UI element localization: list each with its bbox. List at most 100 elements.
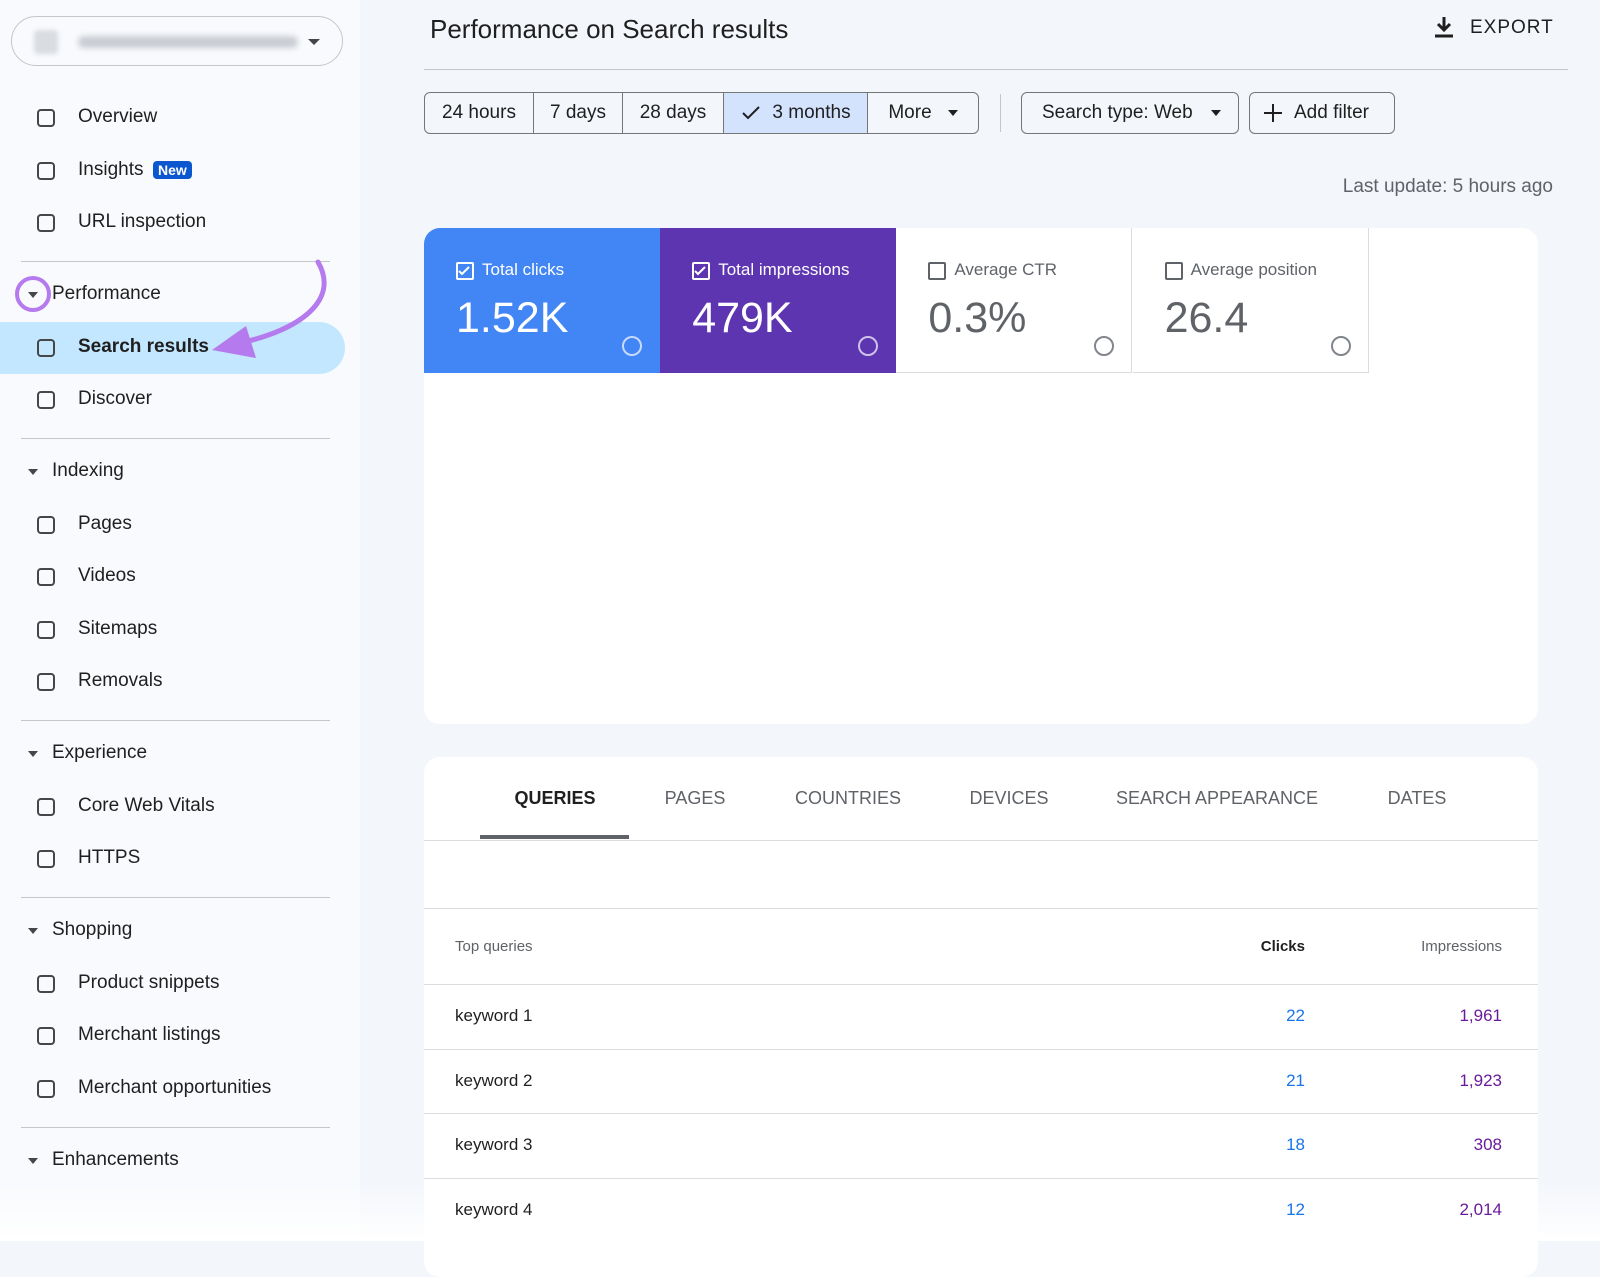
nav-item[interactable]: Product snippets [78,971,220,993]
nav-icon [37,109,55,127]
range-label: 3 months [772,102,851,123]
nav-item[interactable]: Videos [78,565,136,586]
clicks-cell: 18 [1286,1135,1305,1154]
divider [21,720,330,721]
icon-shape [37,338,55,357]
nav-icon [37,673,55,691]
query-cell[interactable]: keyword 2 [455,1070,533,1090]
range-label: 28 days [639,102,707,123]
property-icon [34,30,58,54]
nav-item[interactable]: Sitemaps [78,617,158,639]
nav-icon [37,515,55,534]
query-cell[interactable]: keyword 1 [455,1006,533,1025]
divider [21,1126,330,1128]
nav-icon [37,568,55,586]
divider [21,897,330,898]
table-card [424,757,1538,1277]
range-label: More [888,102,932,123]
section-title[interactable]: Experience [52,742,148,763]
icon-shape [37,974,55,993]
section-caret [28,928,38,934]
tab[interactable]: DEVICES [969,788,1049,808]
new-badge: New [153,160,192,179]
tab[interactable]: PAGES [664,788,726,808]
page: {"header":{"title":"Performance on Searc… [0,14,1600,1277]
query-cell[interactable]: keyword 4 [455,1199,533,1219]
search-type-button[interactable]: Search type: Web [1021,92,1239,134]
range-label: 7 days [550,102,606,123]
nav-icon [37,391,55,409]
range-button[interactable]: 24 hours [424,92,534,134]
range-button[interactable]: More [867,92,979,134]
section-caret [28,292,38,298]
range-button[interactable]: 7 days [533,92,623,134]
nav-item[interactable]: Search results [78,335,209,357]
clicks-cell: 21 [1286,1070,1305,1090]
impressions-cell: 308 [1473,1135,1502,1154]
export-button[interactable]: EXPORT [1470,17,1554,38]
icon-shape [37,568,55,586]
dropdown-caret [308,39,320,45]
metric-card[interactable]: Average CTR 0.3% [896,228,1133,373]
tab[interactable]: COUNTRIES [794,788,902,808]
column-header[interactable]: Impressions [1421,938,1502,955]
row-rule [424,984,1538,985]
clicks-cell: 12 [1286,1199,1305,1219]
metric-label: Average position [1190,260,1317,279]
metric-card[interactable]: Total clicks 1.52K [424,228,660,373]
section-title[interactable]: Enhancements [52,1148,179,1170]
tab[interactable]: DATES [1387,788,1447,808]
checkbox [692,262,711,280]
nav-item[interactable]: Merchant listings [78,1024,221,1045]
icon-shape [37,620,55,639]
section-title[interactable]: Shopping [52,919,133,940]
nav-icon [37,338,55,357]
nav-item[interactable]: Core Web Vitals [78,794,215,816]
column-header[interactable]: Clicks [1260,938,1305,955]
nav-item[interactable]: Pages [78,512,132,534]
nav-icon [37,620,55,639]
checkbox [1164,262,1183,280]
row-rule [424,1113,1538,1114]
nav-item[interactable]: Discover [78,388,152,409]
impressions-cell: 1,923 [1459,1070,1502,1090]
property-selector[interactable] [11,16,343,66]
add-filter-button[interactable]: Add filter [1249,92,1395,134]
nav-item[interactable]: Insights [78,158,144,180]
tab[interactable]: QUERIES [514,788,596,808]
row-rule [424,1177,1538,1179]
nav-item[interactable]: Removals [78,670,163,691]
metric-value: 479K [692,294,793,342]
section-title[interactable]: Indexing [52,460,124,481]
header-rule [424,69,1568,70]
metric-card[interactable]: Average position 26.4 [1132,228,1369,373]
tab-underline [480,835,629,839]
section-title[interactable]: Performance [52,283,161,304]
rule [424,840,1538,841]
icon-shape [37,1079,55,1098]
icon-shape [37,515,55,534]
help-icon [622,336,642,356]
icon-shape [37,850,55,868]
nav-item[interactable]: HTTPS [78,847,141,868]
icon-shape [37,214,55,232]
tab[interactable]: SEARCH APPEARANCE [1115,788,1319,808]
nav-item[interactable]: URL inspection [78,211,207,232]
nav-item[interactable]: Merchant opportunities [78,1076,272,1098]
search-type-label: Search type: Web [1042,102,1193,123]
icon-shape [37,1027,55,1045]
metric-card[interactable]: Total impressions 479K [660,228,897,373]
section-caret [28,469,38,475]
help-icon [858,336,879,356]
clicks-cell: 22 [1286,1006,1305,1025]
metric-value: 1.52K [456,294,569,342]
checkmark [694,266,706,276]
range-button[interactable]: 3 months [723,92,868,134]
help-icon [1094,336,1115,356]
query-cell[interactable]: keyword 3 [455,1135,533,1154]
metric-label: Average CTR [954,260,1058,279]
help-icon [1330,336,1351,356]
page-title: Performance on Search results [430,14,789,44]
range-button[interactable]: 28 days [622,92,724,134]
nav-item[interactable]: Overview [78,106,158,127]
